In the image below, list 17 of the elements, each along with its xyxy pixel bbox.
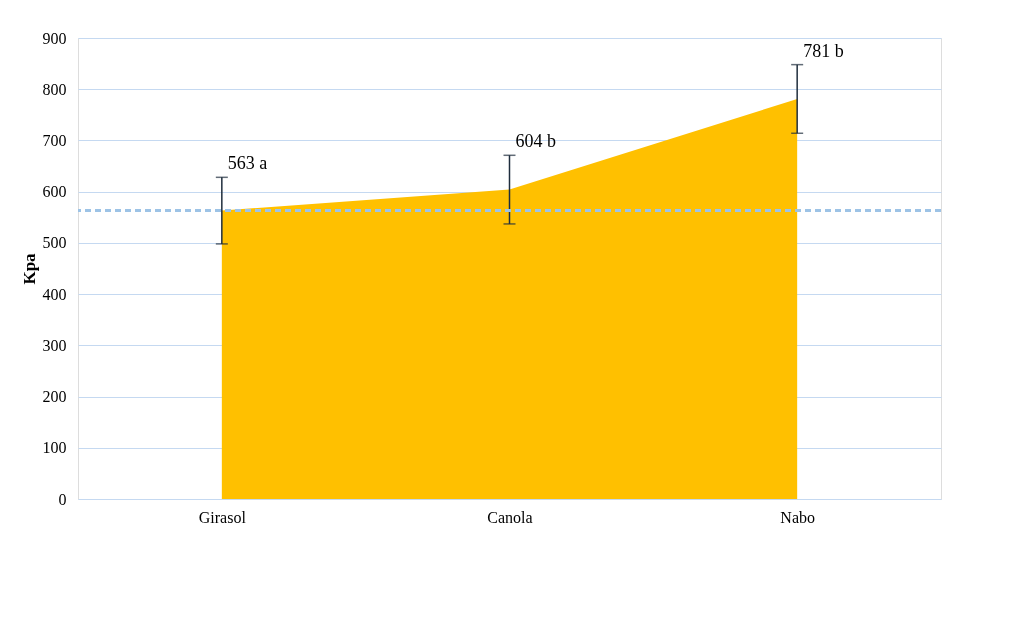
- y-tick-label: 200: [42, 388, 67, 406]
- y-tick-label: 600: [42, 183, 67, 201]
- y-tick-label: 400: [42, 285, 67, 303]
- data-label: 781 b: [803, 40, 844, 61]
- y-tick-label: 500: [42, 234, 67, 252]
- y-tick-label: 100: [42, 439, 67, 457]
- y-tick-label: 800: [42, 80, 67, 98]
- y-tick-label: 900: [42, 29, 67, 47]
- y-axis-title: Kpa: [19, 252, 39, 285]
- x-tick-label: Nabo: [780, 508, 815, 526]
- data-label: 563 a: [227, 153, 268, 174]
- data-label: 604 b: [515, 131, 556, 152]
- y-tick-label: 700: [42, 131, 67, 149]
- y-tick-label: 300: [42, 336, 67, 354]
- x-tick-label: Canola: [487, 508, 533, 526]
- y-tick-label: 0: [58, 490, 67, 508]
- x-tick-label: Girasol: [198, 508, 247, 526]
